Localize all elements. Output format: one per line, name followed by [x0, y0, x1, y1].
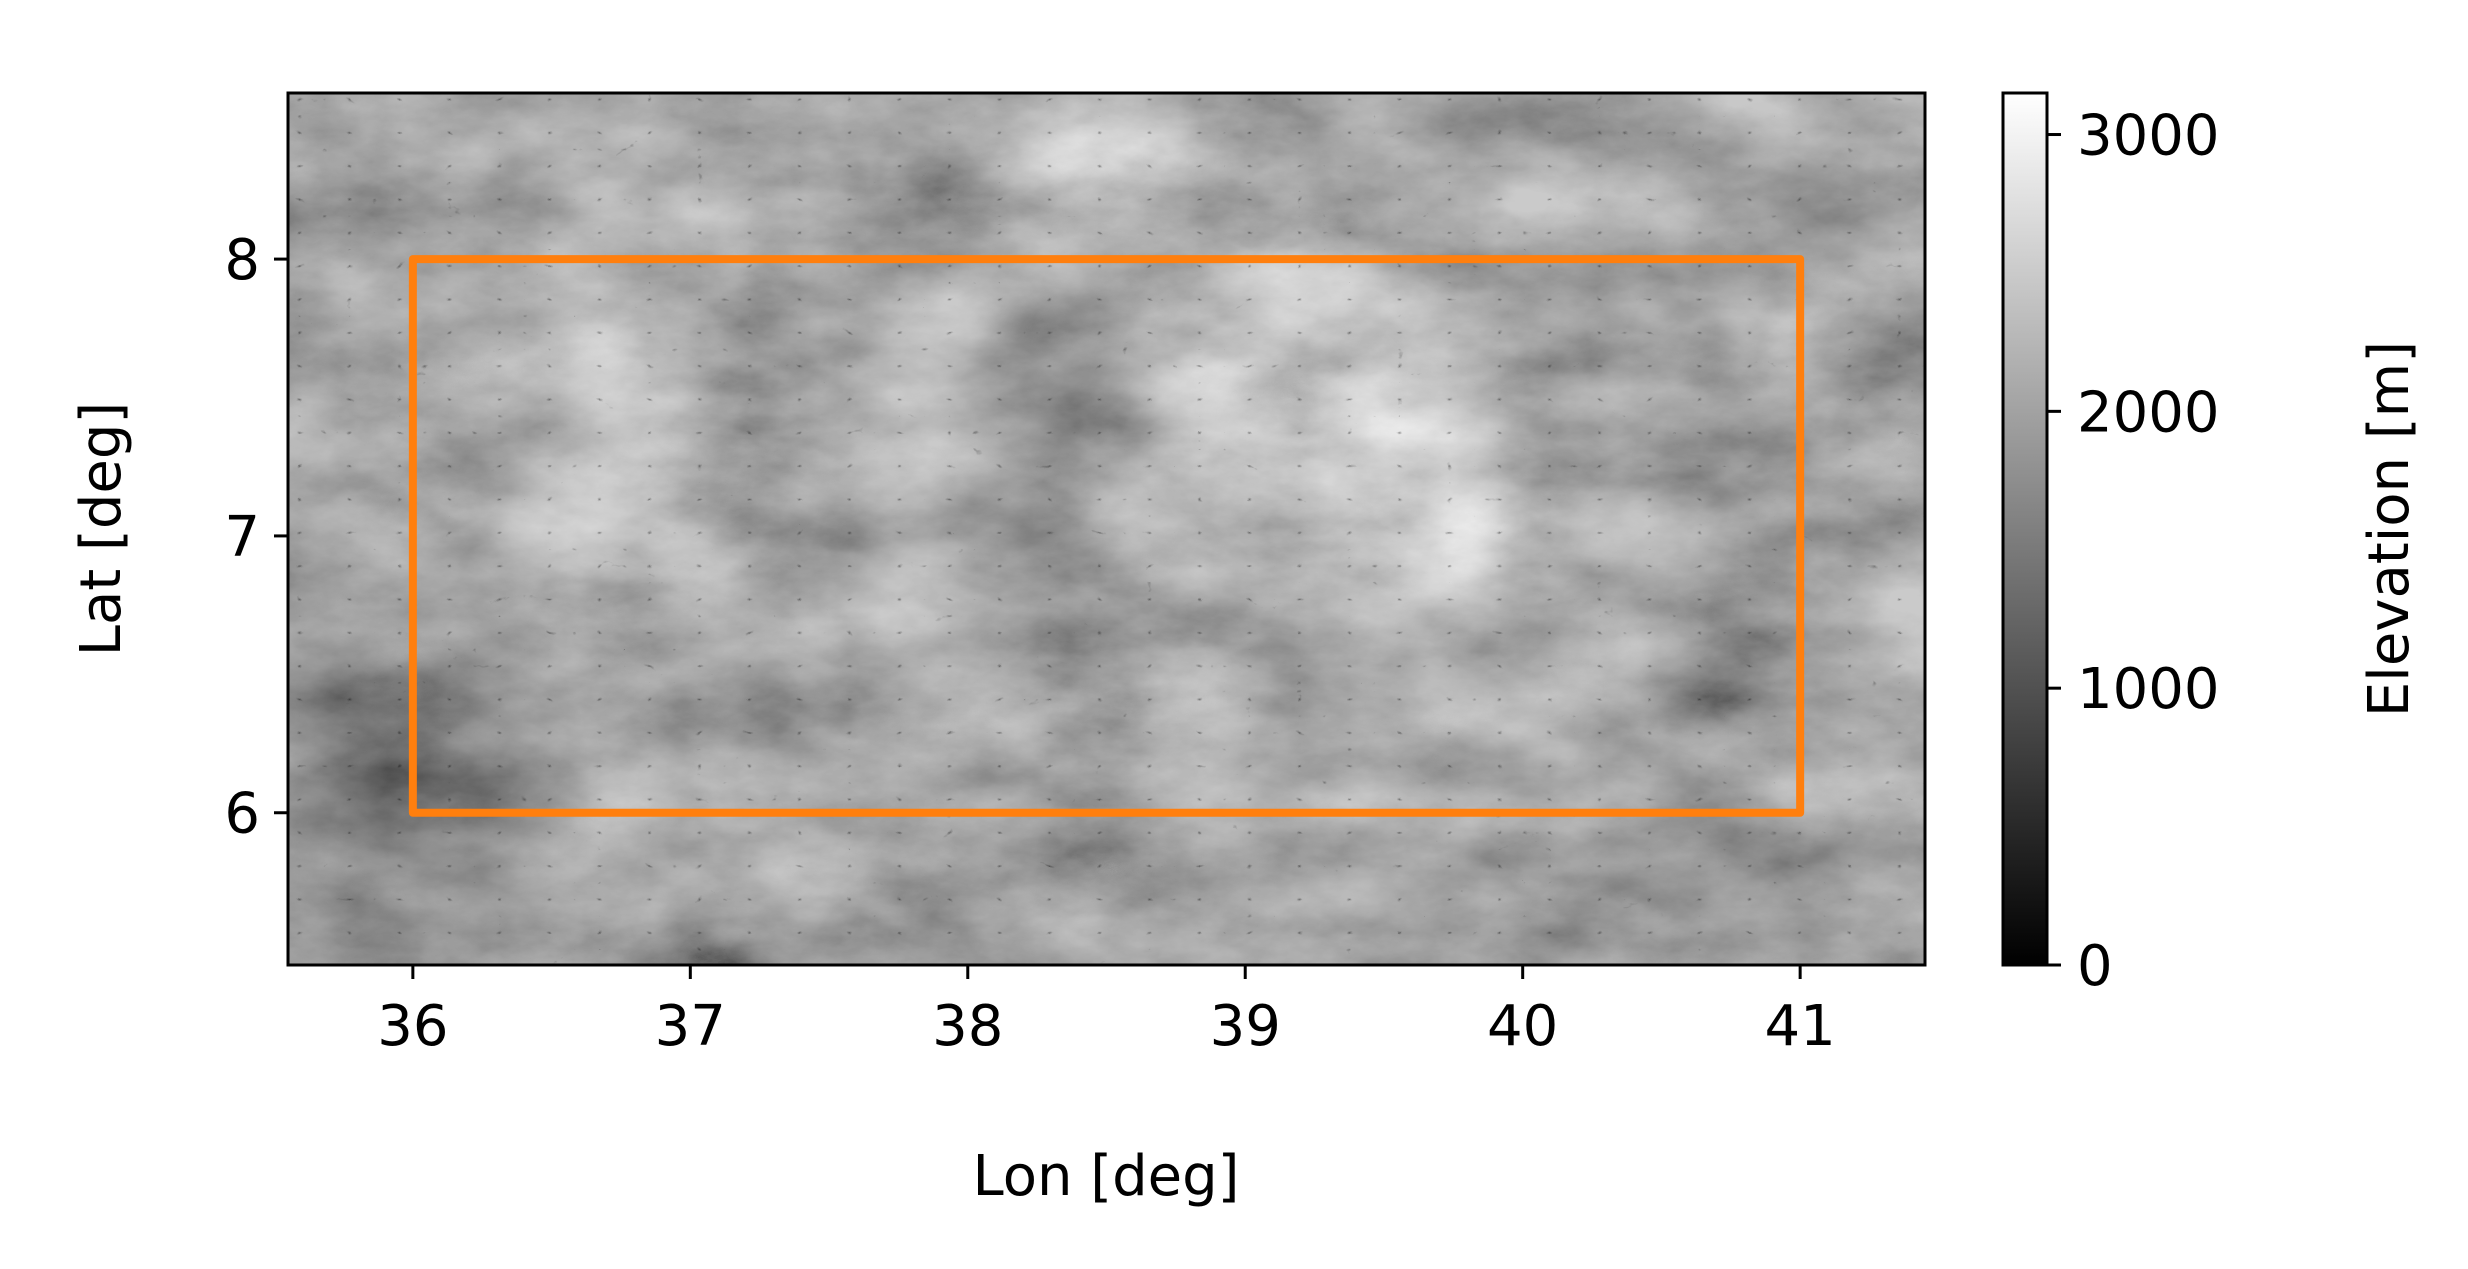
y-tick-label: 6 — [224, 782, 260, 847]
x-tick-label: 41 — [1765, 994, 1836, 1059]
colorbar-ticks: 0 1000 2000 3000 — [2047, 104, 2220, 999]
x-tick-label: 39 — [1210, 994, 1281, 1059]
y-axis-ticks: 6 7 8 — [224, 228, 288, 847]
x-tick-label: 40 — [1487, 994, 1558, 1059]
x-tick-label: 37 — [655, 994, 726, 1059]
y-tick-label: 7 — [224, 505, 260, 570]
colorbar-tick-label: 2000 — [2077, 380, 2220, 445]
x-axis-ticks: 36 37 38 39 40 41 — [377, 965, 1836, 1059]
colorbar-tick-label: 1000 — [2077, 657, 2220, 722]
colorbar-tick-label: 0 — [2077, 934, 2113, 999]
colorbar-gradient — [2001, 91, 2049, 967]
x-tick-label: 38 — [932, 994, 1003, 1059]
x-axis-label: Lon [deg] — [972, 1144, 1239, 1209]
study-region-box — [408, 255, 1805, 817]
map-frame — [286, 91, 1927, 967]
colorbar-label: Elevation [m] — [2357, 341, 2422, 717]
y-axis-label: Lat [deg] — [69, 402, 134, 657]
y-tick-label: 8 — [224, 228, 260, 293]
x-tick-label: 36 — [377, 994, 448, 1059]
elevation-raster — [288, 93, 1925, 965]
colorbar-tick-label: 3000 — [2077, 104, 2220, 169]
